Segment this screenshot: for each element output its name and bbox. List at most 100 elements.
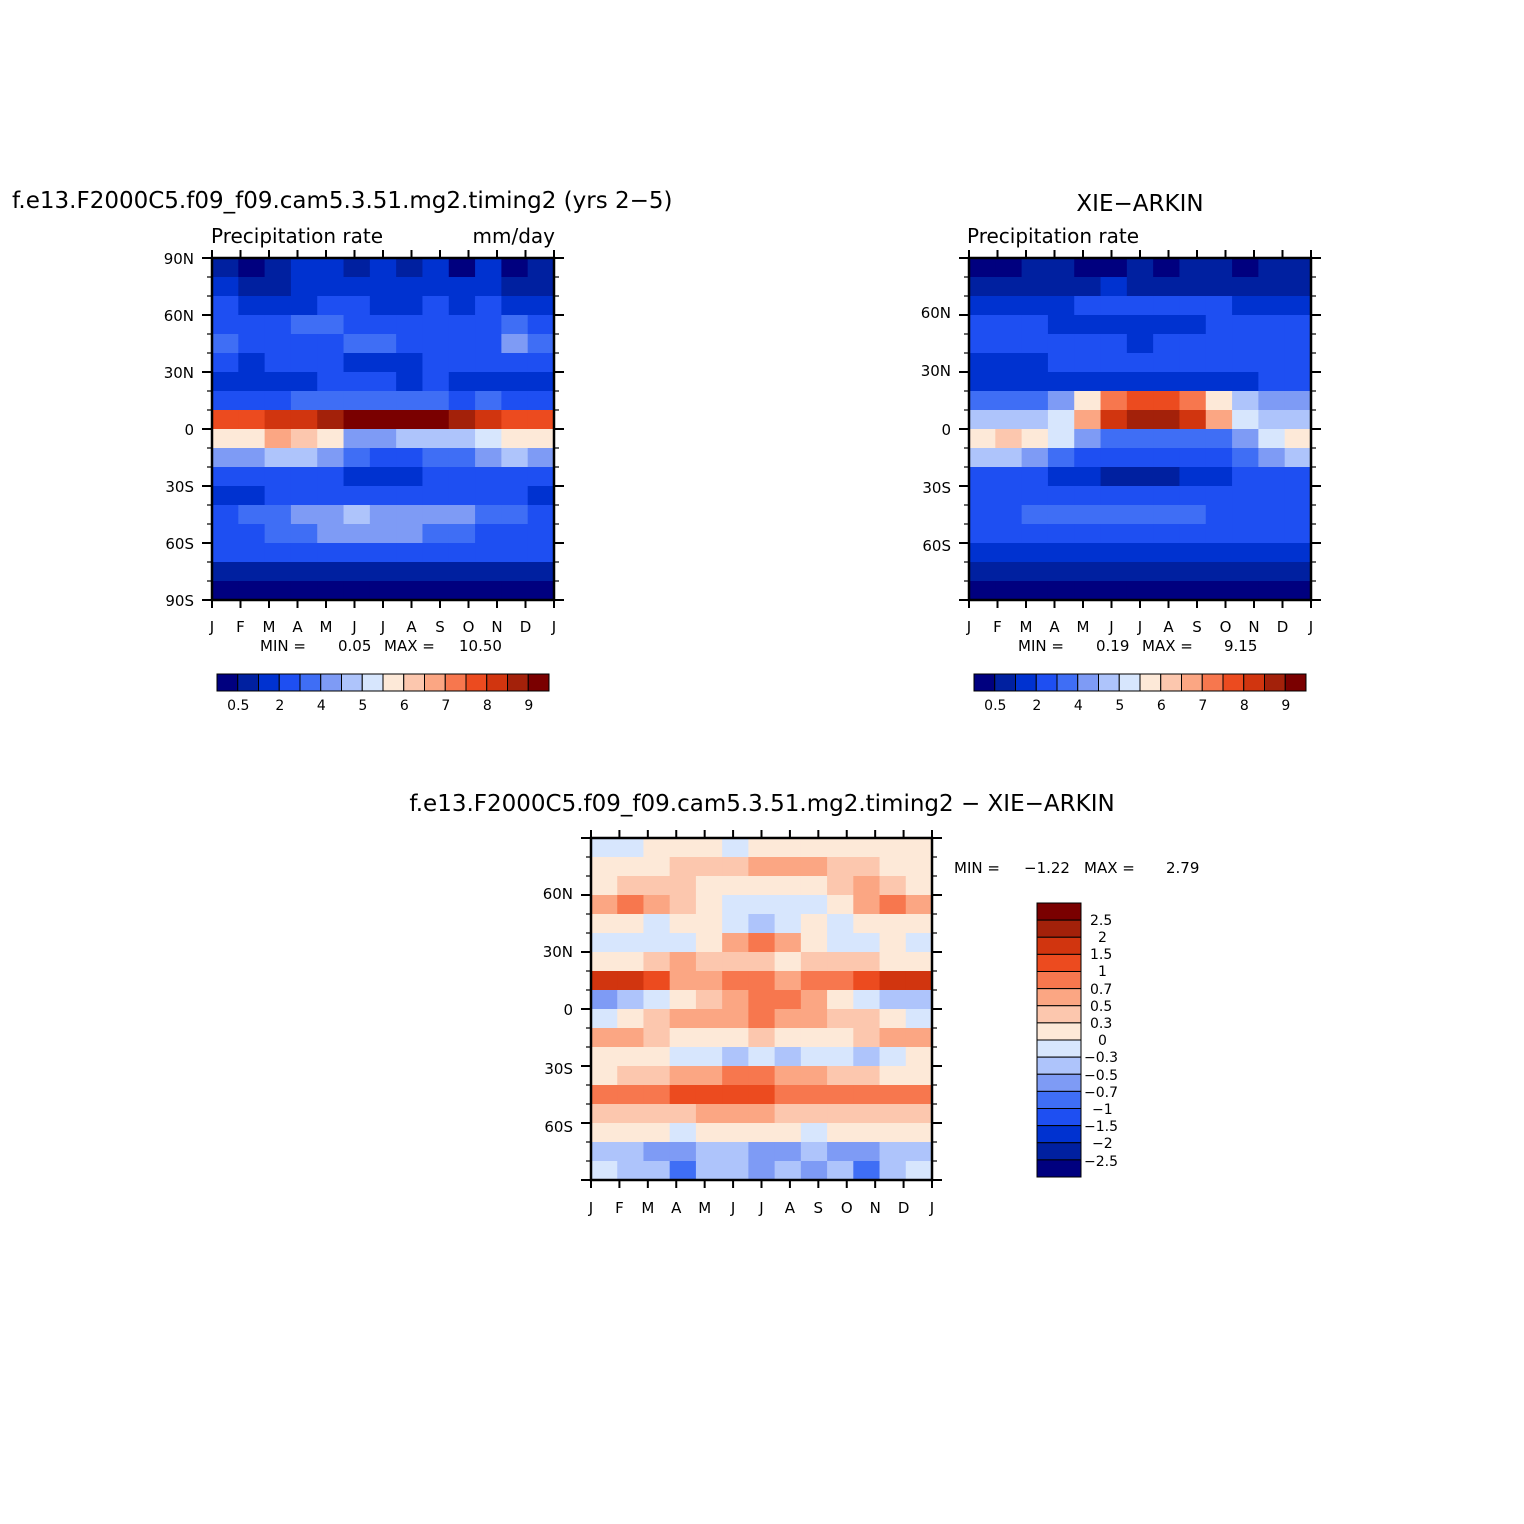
contour-cell (1153, 277, 1181, 297)
colorbar-swatch (1036, 953, 1082, 973)
colorbar-swatch (424, 673, 446, 692)
contour-cell (343, 505, 371, 525)
contour-cell (1284, 524, 1312, 544)
contour-cell (1021, 315, 1049, 335)
colorbar-swatch (1036, 971, 1082, 990)
contour-cell (422, 391, 450, 411)
contour-cell (1284, 391, 1312, 411)
y-tick-label: 30N (921, 362, 951, 380)
y-tick-label: 60S (165, 535, 194, 553)
contour-cell (1284, 315, 1312, 335)
contour-cell (1047, 277, 1075, 297)
contour-cell (1100, 410, 1128, 430)
contour-cell (212, 524, 239, 544)
panel-obs-x-tick-labels: J F M A M J J A S O N D J (966, 618, 1313, 636)
colorbar-swatch (1036, 1005, 1082, 1024)
contour-cell (617, 1142, 645, 1162)
contour-cell (1232, 524, 1259, 544)
panel-obs-colorbar-labels: 0.5 2 4 5 6 7 8 9 (984, 698, 1290, 714)
colorbar-swatch (1036, 936, 1082, 955)
contour-cell (1047, 429, 1075, 449)
contour-cell (1232, 543, 1259, 563)
contour-cell (238, 391, 266, 411)
contour-cell (669, 1085, 697, 1105)
contour-cell (853, 1161, 881, 1181)
contour-cell (1232, 562, 1259, 582)
contour-cell (1047, 372, 1075, 392)
contour-cell (1284, 505, 1312, 525)
contour-cell (475, 524, 502, 544)
colorbar-swatch (1243, 673, 1265, 692)
contour-cell (879, 1066, 907, 1086)
contour-cell (800, 857, 828, 877)
contour-cell (879, 857, 907, 877)
contour-cell (396, 277, 424, 297)
contour-cell (669, 1028, 697, 1048)
contour-cell (748, 990, 776, 1010)
contour-cell (238, 277, 266, 297)
contour-cell (722, 1009, 749, 1029)
contour-cell (1205, 429, 1233, 449)
contour-cell (905, 876, 933, 896)
contour-cell (1100, 562, 1128, 582)
x-tick-label: A (406, 618, 417, 636)
contour-cell (1284, 296, 1312, 316)
contour-cell (853, 933, 881, 953)
contour-cell (879, 952, 907, 972)
contour-cell (800, 1009, 828, 1029)
contour-cell (238, 258, 266, 278)
contour-cell (695, 933, 723, 953)
panel-model-ticks (202, 250, 564, 608)
x-tick-label: J (730, 1199, 735, 1217)
contour-cell (617, 1104, 645, 1124)
contour-cell (396, 581, 424, 601)
contour-cell (212, 429, 239, 449)
contour-cell (1074, 296, 1102, 316)
colorbar-swatch (1139, 673, 1162, 692)
contour-cell (1153, 467, 1181, 487)
contour-cell (905, 952, 933, 972)
contour-cell (1047, 391, 1075, 411)
contour-cell (1258, 562, 1286, 582)
contour-cell (1100, 524, 1128, 544)
contour-cell (995, 315, 1023, 335)
x-tick-label: M (1020, 618, 1033, 636)
contour-cell (422, 486, 450, 506)
contour-cell (238, 353, 266, 373)
contour-cell (969, 524, 996, 544)
contour-cell (995, 562, 1023, 582)
contour-cell (317, 429, 345, 449)
contour-cell (369, 448, 397, 468)
contour-cell (643, 895, 671, 915)
contour-cell (774, 857, 802, 877)
contour-cell (969, 486, 996, 506)
contour-cell (1258, 505, 1286, 525)
colorbar-label: −1 (1092, 1102, 1113, 1118)
contour-cell (1179, 296, 1207, 316)
contour-cell (501, 315, 529, 335)
contour-cell (722, 1104, 749, 1124)
contour-cell (879, 971, 907, 991)
contour-cell (1179, 277, 1207, 297)
contour-cell (969, 467, 996, 487)
contour-cell (343, 258, 371, 278)
colorbar-swatch (1036, 1142, 1082, 1161)
contour-cell (1232, 505, 1259, 525)
contour-cell (695, 1104, 723, 1124)
contour-cell (774, 876, 802, 896)
colorbar-swatch (1056, 673, 1079, 692)
contour-cell (617, 838, 645, 858)
contour-cell (643, 1047, 671, 1067)
contour-cell (748, 971, 776, 991)
contour-cell (212, 277, 239, 297)
y-tick-label: 60N (543, 885, 573, 903)
contour-cell (264, 372, 292, 392)
contour-cell (317, 315, 345, 335)
contour-cell (1126, 315, 1154, 335)
colorbar-swatch (1035, 673, 1058, 692)
contour-cell (1047, 258, 1075, 278)
contour-cell (343, 448, 371, 468)
contour-cell (853, 1066, 881, 1086)
contour-cell (369, 353, 397, 373)
contour-cell (800, 914, 828, 934)
